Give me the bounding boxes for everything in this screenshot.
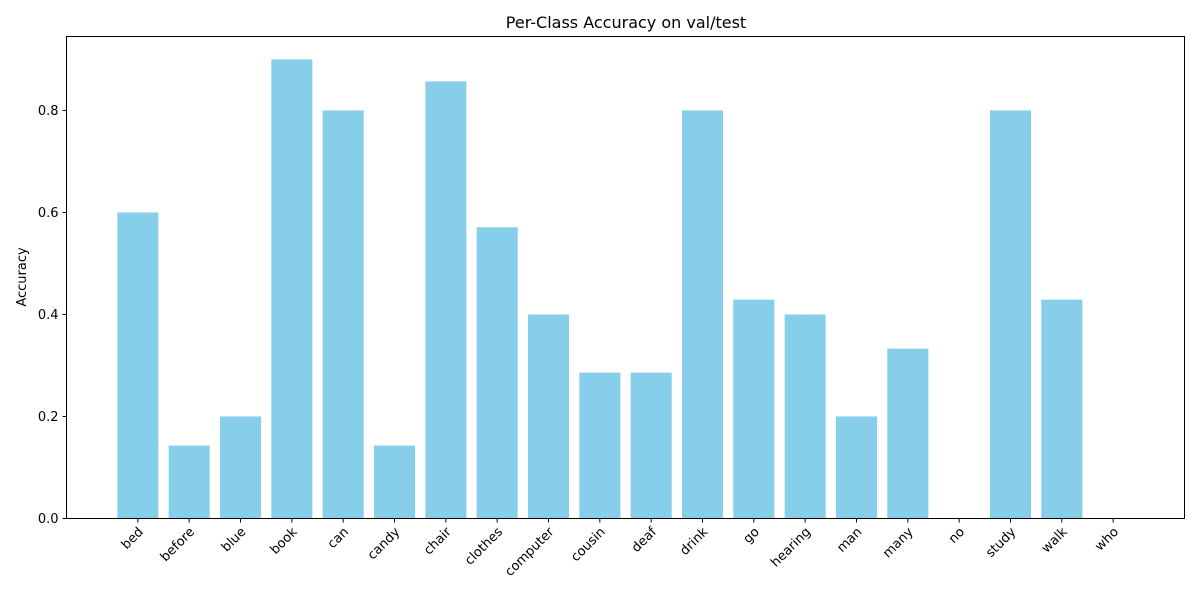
bar-hearing	[784, 314, 826, 519]
x-tick-label: go	[741, 525, 763, 547]
bar-deaf	[630, 372, 672, 519]
bar-chair	[425, 81, 467, 519]
x-tick-label: many	[880, 525, 917, 562]
x-tick-label: can	[325, 525, 352, 552]
x-tick-label: deaf	[629, 524, 660, 555]
y-axis-label: Accuracy	[15, 247, 30, 307]
x-tick-label: study	[983, 525, 1019, 561]
bar-before	[168, 445, 210, 519]
y-tick-label: 0.2	[38, 410, 59, 425]
x-tick-label: computer	[502, 524, 557, 579]
x-tick-label: before	[158, 525, 198, 565]
x-tick-label: book	[268, 524, 301, 557]
x-tick-label: man	[834, 525, 865, 556]
bar-walk	[1041, 299, 1083, 519]
bars-group	[117, 59, 1083, 519]
bar-drink	[681, 110, 724, 519]
y-tick-label: 0.6	[38, 206, 59, 221]
x-tick-label: candy	[365, 525, 404, 564]
bar-many	[887, 348, 929, 519]
x-tick-label: no	[946, 525, 968, 547]
y-tick-label: 0.8	[38, 104, 59, 119]
x-tick-label: hearing	[768, 525, 814, 571]
y-tick-label: 0.0	[38, 512, 59, 527]
bar-bed	[117, 212, 159, 519]
y-axis-ticks: 0.0 0.2 0.4 0.6 0.8	[38, 104, 67, 527]
bar-candy	[373, 445, 416, 519]
x-tick-label: cousin	[568, 525, 608, 565]
bar-cousin	[579, 372, 621, 519]
plot-area-frame	[66, 36, 1185, 519]
bar-can	[322, 110, 364, 519]
x-tick-label: who	[1092, 525, 1122, 555]
x-tick-label: bed	[119, 525, 147, 553]
x-axis-ticks: bed before blue book can candy chair clothescom…	[119, 518, 1122, 580]
y-tick-label: 0.4	[38, 308, 59, 323]
chart-title: Per-Class Accuracy on val/test	[506, 13, 746, 32]
bar-blue	[219, 416, 262, 519]
x-tick-label: drink	[677, 524, 711, 558]
x-tick-label: blue	[219, 525, 249, 555]
bar-computer	[527, 314, 570, 519]
bar-clothes	[476, 227, 518, 519]
bar-book	[271, 59, 313, 519]
bar-man	[835, 416, 878, 519]
x-tick-label: clothes	[462, 525, 506, 569]
bar-go	[733, 299, 775, 519]
x-tick-label: walk	[1039, 524, 1071, 556]
bar-study	[989, 110, 1032, 519]
x-tick-label: chair	[421, 524, 455, 558]
